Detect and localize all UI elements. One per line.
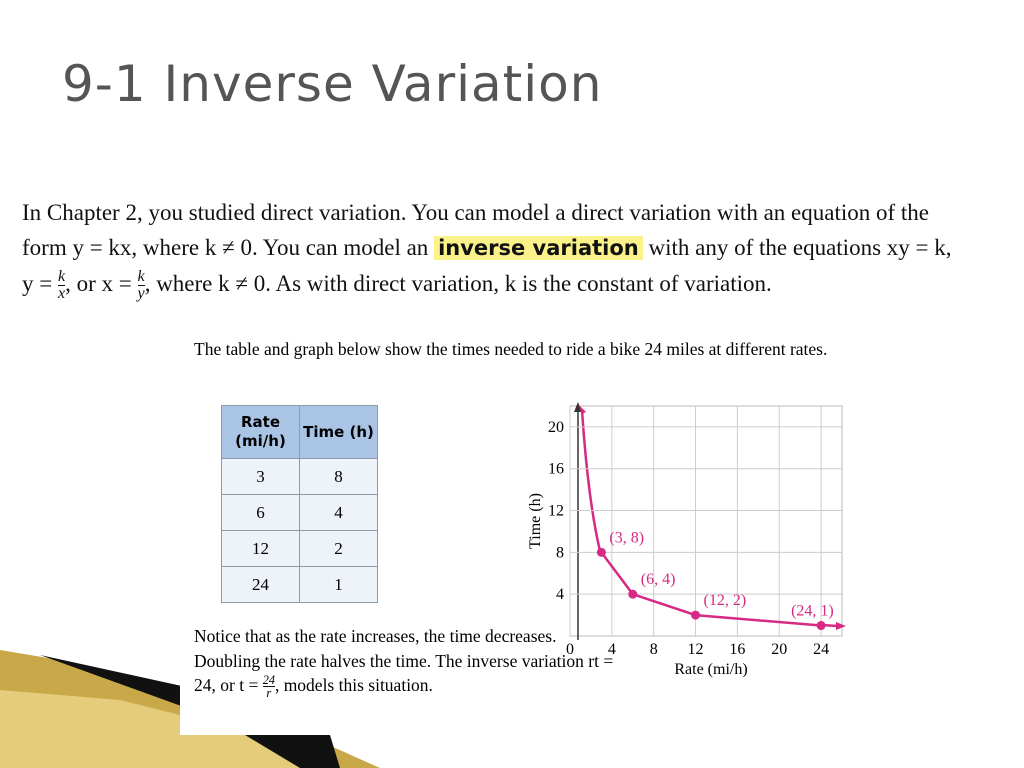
- text: , or x =: [65, 271, 138, 296]
- numerator: 24: [262, 673, 275, 688]
- point: [816, 621, 826, 631]
- fraction: 24 r: [262, 673, 275, 701]
- text: In Chapter 2, you studied direct variati…: [22, 200, 929, 260]
- header-row: Rate (mi/h) Time (h): [221, 405, 378, 459]
- swoosh-black: [40, 655, 340, 768]
- numerator: k: [137, 268, 145, 287]
- notice-paragraph: Notice that as the rate increases, the t…: [194, 624, 614, 700]
- y-tick-label: 4: [556, 586, 564, 603]
- curve-extension: [580, 409, 602, 552]
- x-tick-label: 16: [729, 641, 745, 658]
- x-tick-label: 24: [813, 641, 829, 658]
- point: [691, 610, 701, 620]
- x-tick-label: 12: [688, 641, 704, 658]
- point-label: (3, 8): [609, 529, 644, 546]
- denominator: y: [137, 285, 145, 303]
- x-tick-label: 0: [566, 641, 574, 658]
- x-tick-label: 20: [771, 641, 787, 658]
- highlight: inverse variation: [434, 236, 643, 260]
- y-tick-label: 8: [556, 544, 564, 561]
- intro-paragraph: In Chapter 2, you studied direct variati…: [22, 195, 957, 302]
- axis-arrow: [574, 402, 582, 412]
- y-tick-label: 12: [548, 503, 564, 520]
- point: [628, 589, 638, 599]
- y-axis-label: Time (h): [527, 493, 544, 549]
- text: Notice that as the rate increases, the t…: [194, 626, 614, 695]
- caption: The table and graph below show the times…: [194, 339, 828, 359]
- cell: 1: [299, 566, 378, 603]
- cell: 12: [221, 530, 300, 567]
- row: 12 2: [221, 530, 378, 567]
- header-cell: Time (h): [299, 405, 378, 459]
- denominator: r: [266, 686, 272, 701]
- cell: 4: [299, 494, 378, 531]
- y-tick-label: 16: [548, 461, 564, 478]
- curve-arrow: [836, 622, 846, 630]
- cell: 8: [299, 458, 378, 495]
- cell: 2: [299, 530, 378, 567]
- swoosh-light: [0, 690, 330, 768]
- numerator: k: [57, 268, 66, 287]
- point-label: (12, 2): [704, 592, 747, 609]
- text: , models this situation.: [274, 675, 433, 695]
- data-table: Rate (mi/h) Time (h) 3 8 6 4 12 2 24 1: [221, 405, 378, 603]
- denominator: x: [57, 285, 66, 303]
- slide-title: 9-1 Inverse Variation: [62, 55, 603, 113]
- y-tick-label: 20: [548, 419, 564, 436]
- x-axis-label: Rate (mi/h): [674, 661, 747, 678]
- cell: 24: [221, 566, 300, 603]
- curve-arrow: [578, 404, 586, 414]
- header-cell: Rate (mi/h): [221, 405, 300, 459]
- x-tick-label: 8: [650, 641, 658, 658]
- cell: 6: [221, 494, 300, 531]
- x-tick-label: 4: [608, 641, 616, 658]
- text: , where k ≠ 0. As with direct variation,…: [144, 271, 772, 296]
- curve: [600, 551, 822, 627]
- point-label: (6, 4): [641, 571, 676, 588]
- point: [596, 547, 606, 557]
- row: 24 1: [221, 566, 378, 603]
- text: with any of the equations xy = k, y =: [22, 235, 952, 296]
- point-label: (24, 1): [791, 603, 834, 620]
